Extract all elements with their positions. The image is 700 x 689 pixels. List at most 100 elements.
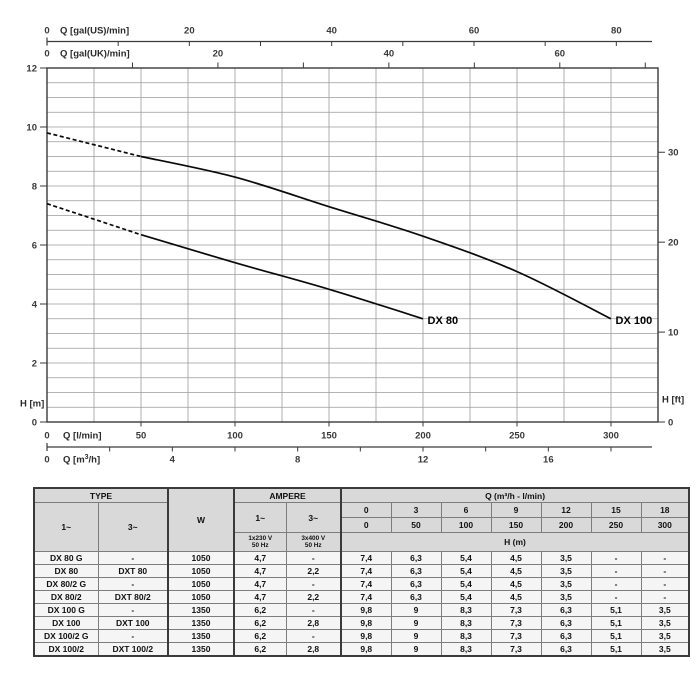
cell-h-m-2: 5,4 [440, 564, 492, 578]
svg-text:300: 300 [603, 431, 619, 442]
svg-text:30: 30 [668, 148, 679, 159]
cell-h-m-4: 3,5 [540, 577, 592, 591]
cell-h-m-6: 3,5 [640, 616, 690, 630]
header-q-lmin: 150 [490, 517, 542, 533]
svg-text:10: 10 [26, 122, 37, 133]
cell-h-m-0: 7,4 [340, 577, 392, 591]
cell-h-m-1: 9 [390, 642, 442, 657]
y-axis-feet-title: H [ft] [662, 395, 684, 406]
curve-label-dx-80: DX 80 [428, 315, 459, 327]
header-q-m3h: 12 [540, 502, 592, 518]
cell-h-m-5: - [590, 590, 642, 604]
header-q-m3h: 18 [640, 502, 690, 518]
header-volt-1ph: 1x230 V 50 Hz [233, 532, 287, 552]
volt-3ph-line2: 50 Hz [304, 542, 322, 549]
svg-text:12: 12 [26, 63, 37, 74]
cell-h-m-6: - [640, 590, 690, 604]
cell-w: 1350 [167, 603, 236, 617]
cell-h-m-1: 6,3 [390, 590, 442, 604]
cell-h-m-2: 8,3 [440, 642, 492, 657]
header-q-m3h: 3 [390, 502, 442, 518]
cell-h-m-4: 3,5 [540, 590, 592, 604]
svg-text:10: 10 [668, 327, 679, 338]
cell-amp-1ph: 6,2 [233, 642, 287, 657]
cell-h-m-5: 5,1 [590, 616, 642, 630]
header-q-m3h: 6 [440, 502, 492, 518]
cell-h-m-5: 5,1 [590, 603, 642, 617]
table-row: DX 100/2 G -1350 6,2-9,8 9 8,3 7,3 6,3 5,1 3,5 [33, 629, 690, 643]
cell-h-m-2: 5,4 [440, 577, 492, 591]
x-axis-lmin: 0 50 100 150 200 250 300 Q [l/min] [44, 422, 619, 442]
cell-w: 1350 [167, 642, 236, 657]
cell-h-m-2: 8,3 [440, 603, 492, 617]
cell-type-3ph: - [97, 603, 170, 617]
cell-w: 1350 [167, 616, 236, 630]
svg-text:20: 20 [184, 26, 195, 37]
cell-h-m-4: 6,3 [540, 642, 592, 657]
cell-h-m-5: - [590, 577, 642, 591]
cell-h-m-3: 4,5 [490, 590, 542, 604]
cell-h-m-3: 7,3 [490, 603, 542, 617]
cell-h-m-0: 7,4 [340, 590, 392, 604]
cell-h-m-3: 7,3 [490, 642, 542, 657]
curve-label-dx-100: DX 100 [616, 315, 653, 327]
cell-type-3ph: DXT 80/2 [97, 590, 170, 604]
cell-type-1ph: DX 100/2 [33, 642, 99, 657]
svg-text:0: 0 [44, 455, 49, 466]
header-amp-3ph: 3~ [285, 502, 343, 533]
svg-text:20: 20 [213, 49, 224, 60]
cell-w: 1350 [167, 629, 236, 643]
cell-h-m-3: 4,5 [490, 564, 542, 578]
cell-h-m-3: 7,3 [490, 616, 542, 630]
cell-amp-1ph: 6,2 [233, 616, 287, 630]
x-axis-lmin-title: Q [l/min] [63, 431, 102, 442]
cell-type-3ph: - [97, 551, 170, 565]
cell-amp-3ph: 2,8 [285, 616, 343, 630]
cell-amp-3ph: - [285, 629, 343, 643]
svg-text:60: 60 [469, 26, 480, 37]
cell-h-m-4: 6,3 [540, 603, 592, 617]
cell-type-3ph: DXT 100 [97, 616, 170, 630]
cell-amp-3ph: - [285, 577, 343, 591]
svg-text:100: 100 [227, 431, 243, 442]
y-axis-meters: 0 2 4 6 8 10 12 H [m] [20, 63, 47, 428]
cell-type-3ph: - [97, 629, 170, 643]
header-w: W [167, 487, 236, 552]
header-q-lmin: 0 [340, 517, 392, 533]
cell-h-m-3: 4,5 [490, 577, 542, 591]
curve-dashed-segment [46, 132, 142, 158]
cell-amp-3ph: 2,8 [285, 642, 343, 657]
curve-solid-segment [140, 155, 612, 320]
svg-text:2: 2 [32, 358, 37, 369]
header-q-lmin: 250 [590, 517, 642, 533]
cell-h-m-0: 9,8 [340, 603, 392, 617]
cell-h-m-2: 5,4 [440, 590, 492, 604]
cell-h-m-5: 5,1 [590, 642, 642, 657]
svg-text:40: 40 [384, 49, 395, 60]
header-q-lmin: 100 [440, 517, 492, 533]
header-q-m3h: 0 [340, 502, 392, 518]
cell-h-m-0: 7,4 [340, 551, 392, 565]
cell-h-m-2: 5,4 [440, 551, 492, 565]
x-axis-gal-us-title: Q [gal(US)/min] [60, 26, 129, 37]
table-row: DX 80/2 G -1050 4,7-7,4 6,3 5,4 4,5 3,5- - [33, 577, 690, 591]
table-row: DX 100/2 DXT 100/2 1350 6,2 2,8 9,8 9 8,3 7,3 6,3… [33, 642, 690, 657]
cell-h-m-6: - [640, 577, 690, 591]
table-body: DX 80 G -1050 4,7-7,4 6,3 5,4 4,5 3,5- - DX 80 DX… [33, 551, 690, 657]
svg-text:0: 0 [44, 431, 49, 442]
grid [47, 68, 658, 422]
curve-solid-segment [140, 233, 424, 320]
cell-h-m-6: 3,5 [640, 629, 690, 643]
header-q: Q (m³/h - l/min) [340, 487, 690, 503]
curve-dx-80: DX 80 [46, 202, 459, 327]
svg-text:8: 8 [32, 181, 37, 192]
cell-type-1ph: DX 80/2 G [33, 577, 99, 591]
volt-1ph-line2: 50 Hz [251, 542, 269, 549]
header-ampere: AMPERE [233, 487, 343, 503]
cell-amp-3ph: - [285, 603, 343, 617]
svg-text:12: 12 [418, 455, 429, 466]
volt-1ph-line1: 1x230 V [248, 534, 273, 542]
cell-h-m-2: 8,3 [440, 629, 492, 643]
